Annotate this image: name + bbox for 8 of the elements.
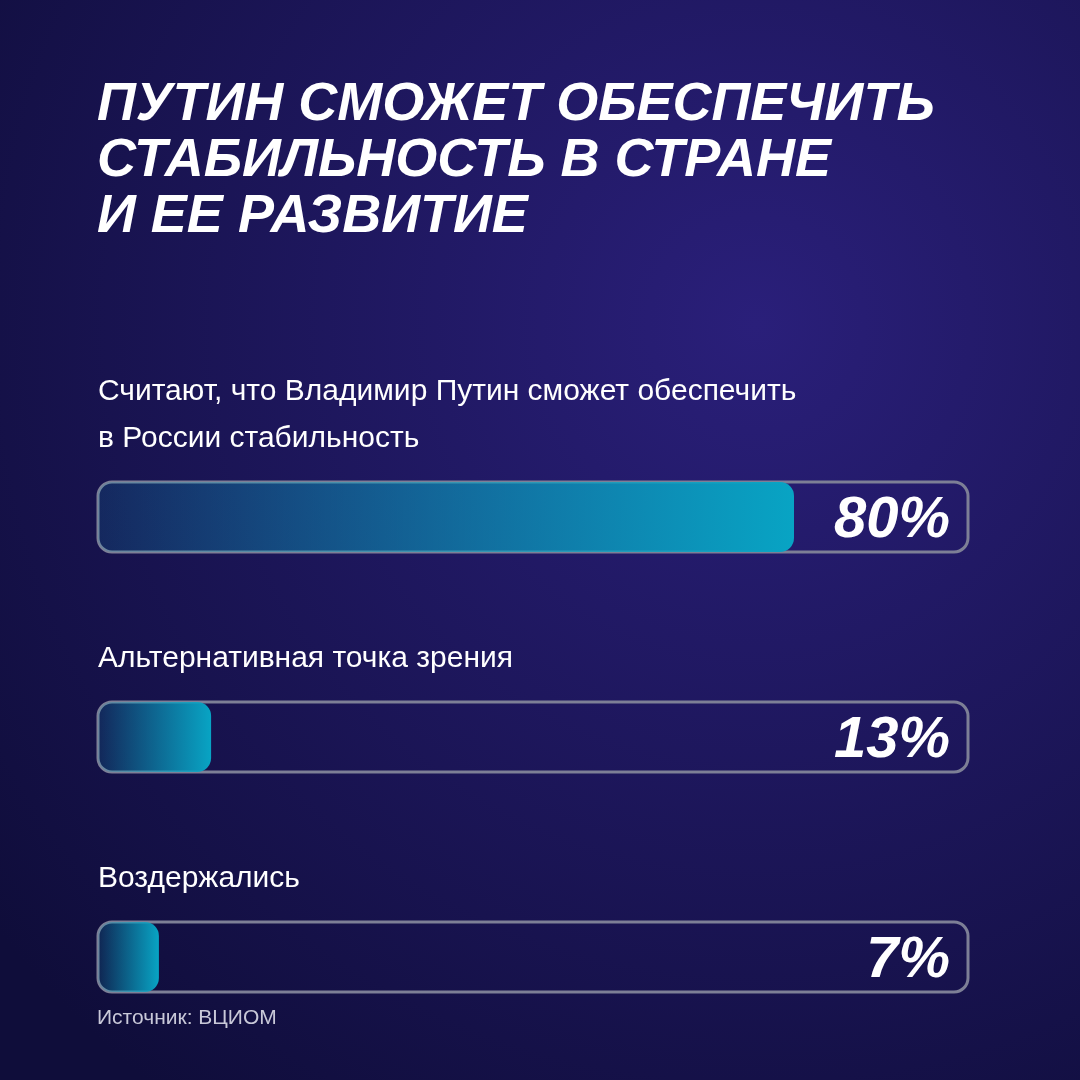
y-tick-label: Альтернативная точка зрения — [98, 640, 513, 673]
text: Источник: ВЦИОМ — [97, 1005, 277, 1028]
chart-title: ПУТИН СМОЖЕТ ОБЕСПЕЧИТЬ СТАБИЛЬНОСТЬ В СТРАНЕ И ЕЕ РАЗВИТИЕ — [97, 71, 935, 243]
y-tick-label: Считают, что Владимир Путин сможет обеспечить в России стабильность — [98, 373, 797, 453]
data-label: 80% — [833, 484, 950, 549]
data-label: 7% — [866, 924, 950, 989]
data-label: 13% — [833, 704, 950, 769]
y-tick-label: Воздержались — [98, 860, 300, 893]
